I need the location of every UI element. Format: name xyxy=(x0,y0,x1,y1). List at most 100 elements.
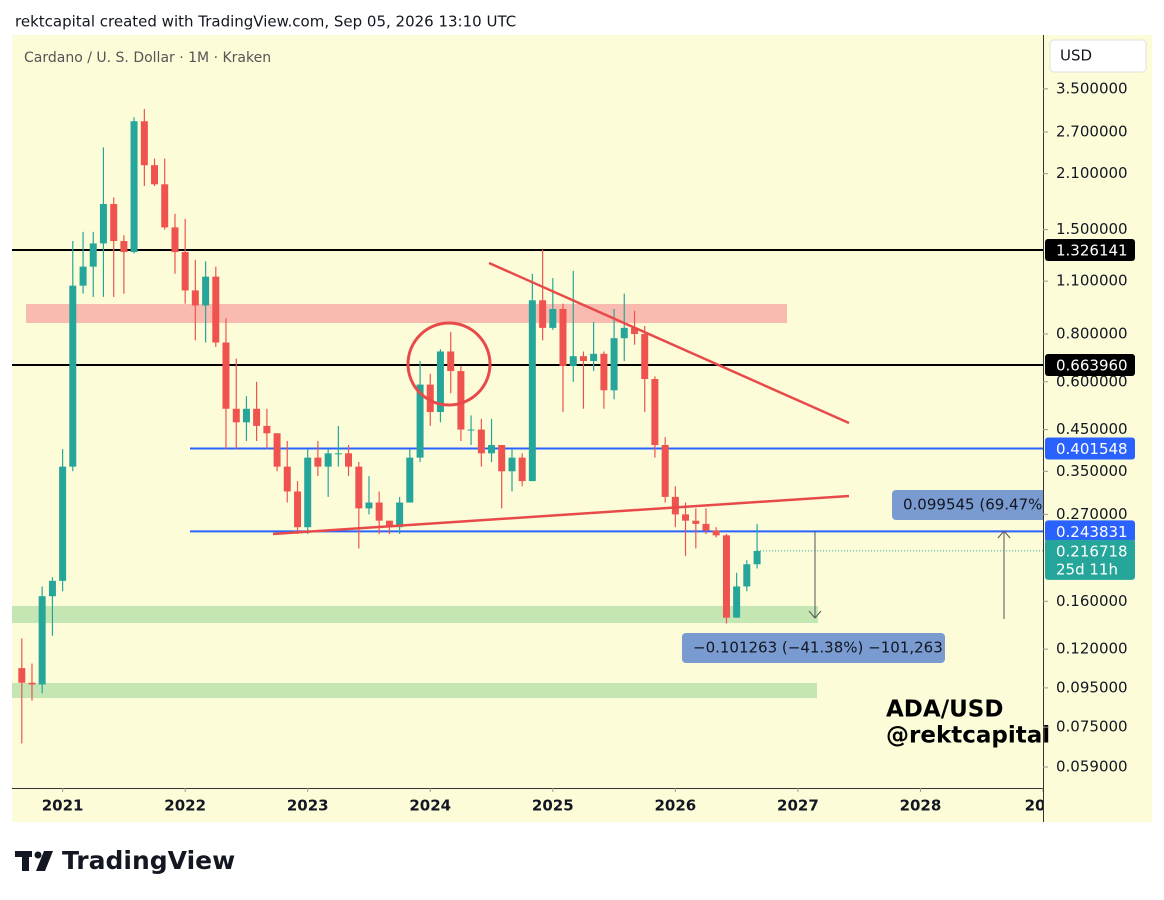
candle-body xyxy=(549,308,557,328)
x-tick-label: 20 xyxy=(1025,797,1046,815)
candle-body xyxy=(600,353,608,391)
logo-shape xyxy=(36,851,53,871)
candle-body xyxy=(733,586,741,618)
candle-body xyxy=(651,379,659,446)
candle-body xyxy=(253,408,261,426)
watermark: ADA/USD xyxy=(886,697,1003,723)
candle-body xyxy=(365,502,373,509)
candle-body xyxy=(18,668,26,683)
candle-body xyxy=(314,457,322,467)
candle-body xyxy=(579,356,587,361)
candle-body xyxy=(385,520,393,528)
measure-label-box xyxy=(682,633,945,663)
candles xyxy=(18,108,761,744)
candle-body xyxy=(457,371,465,430)
candle-body xyxy=(426,384,434,413)
drawings: 0.099545 (69.47% −0.101263 (−41.38%) −10… xyxy=(272,261,1043,663)
support-zone xyxy=(12,606,818,623)
candle-body xyxy=(242,408,250,423)
measure-label: 0.099545 (69.47% xyxy=(903,496,1042,514)
y-tick-label: 0.350000 xyxy=(1056,462,1128,480)
trend-line xyxy=(272,494,850,536)
level-label-box xyxy=(1045,437,1135,460)
candle-body xyxy=(631,327,639,334)
candle-body xyxy=(375,502,383,521)
candle-body xyxy=(436,351,444,413)
x-tick-label: 2026 xyxy=(654,797,696,815)
candle-body xyxy=(416,384,424,458)
candle-body xyxy=(508,457,516,472)
y-tick-label: 0.095000 xyxy=(1056,678,1128,696)
candle-body xyxy=(641,333,649,380)
x-tick-label: 2024 xyxy=(409,797,451,815)
candle-body xyxy=(447,351,455,372)
candle-body xyxy=(692,520,700,524)
support-zone xyxy=(12,683,817,698)
candle-body xyxy=(528,300,536,482)
last-price-label: 0.216718 xyxy=(1056,542,1128,560)
measure-label-box xyxy=(892,490,1043,520)
candle-body xyxy=(334,453,342,455)
level-label-box xyxy=(1045,239,1135,262)
candle-body xyxy=(477,429,485,454)
candle-body xyxy=(232,408,240,423)
x-tick-label: 2027 xyxy=(777,797,819,815)
y-tick-label: 0.800000 xyxy=(1056,324,1128,342)
candle-body xyxy=(661,445,669,497)
candle-body xyxy=(743,564,751,587)
x-tick-label: 2025 xyxy=(532,797,574,815)
measure-arrow-head xyxy=(808,610,822,619)
logo-shape xyxy=(34,851,42,859)
candle-body xyxy=(467,429,475,431)
time-axis: 2021 2022 2023 2024 2025 2026 2027 2028 20 xyxy=(42,788,1046,815)
y-tick-label: 0.600000 xyxy=(1056,372,1128,390)
candle-body xyxy=(539,300,547,328)
candle-body xyxy=(712,530,720,536)
candle-body xyxy=(682,514,690,521)
candle-body xyxy=(671,496,679,515)
measure-label: −0.101263 (−41.38%) −101,263 xyxy=(693,639,943,657)
candle-body xyxy=(202,276,210,306)
level-label-box xyxy=(1045,353,1135,376)
currency[interactable]: USD xyxy=(1060,47,1092,65)
level-label: 1.326141 xyxy=(1056,242,1128,260)
y-tick-label: 0.059000 xyxy=(1056,758,1128,776)
candle-body xyxy=(69,285,77,467)
candle-body xyxy=(518,457,526,482)
level-label: 0.663960 xyxy=(1056,356,1128,374)
level-label-box xyxy=(1045,520,1135,543)
chart-title: Cardano / U. S. Dollar · 1M · Kraken xyxy=(24,50,271,66)
y-tick-label: 3.500000 xyxy=(1056,79,1128,97)
candle-body xyxy=(171,227,179,253)
candle-body xyxy=(345,453,353,467)
last-price-box xyxy=(1045,539,1135,580)
candle-body xyxy=(89,243,97,267)
candle-body xyxy=(488,445,496,454)
candle-body xyxy=(406,457,414,503)
candle-body xyxy=(99,203,107,244)
level-labels: 1.326141 0.663960 0.401548 0.2438310.216718… xyxy=(1045,239,1135,580)
candle-body xyxy=(273,433,281,467)
candle-body xyxy=(59,466,67,581)
candle-body xyxy=(753,550,761,565)
candle-body xyxy=(324,453,332,467)
y-tick-label: 2.100000 xyxy=(1056,164,1128,182)
candle-body xyxy=(222,342,230,409)
candle-body xyxy=(140,121,148,166)
candle-body xyxy=(110,203,118,242)
watermark: @rektcapital xyxy=(886,723,1050,749)
x-tick-label: 2022 xyxy=(164,797,206,815)
candle-body xyxy=(161,184,169,228)
candle-body xyxy=(79,266,87,286)
resistance-zone xyxy=(26,304,787,323)
candle-body xyxy=(120,241,128,253)
candle-body xyxy=(294,491,302,528)
level-label: 0.401548 xyxy=(1056,440,1128,458)
candle-body xyxy=(620,327,628,339)
x-tick-label: 2021 xyxy=(42,797,84,815)
highlight-circle xyxy=(406,321,492,407)
brand: TradingView xyxy=(62,846,235,875)
currency-box[interactable] xyxy=(1049,39,1147,73)
